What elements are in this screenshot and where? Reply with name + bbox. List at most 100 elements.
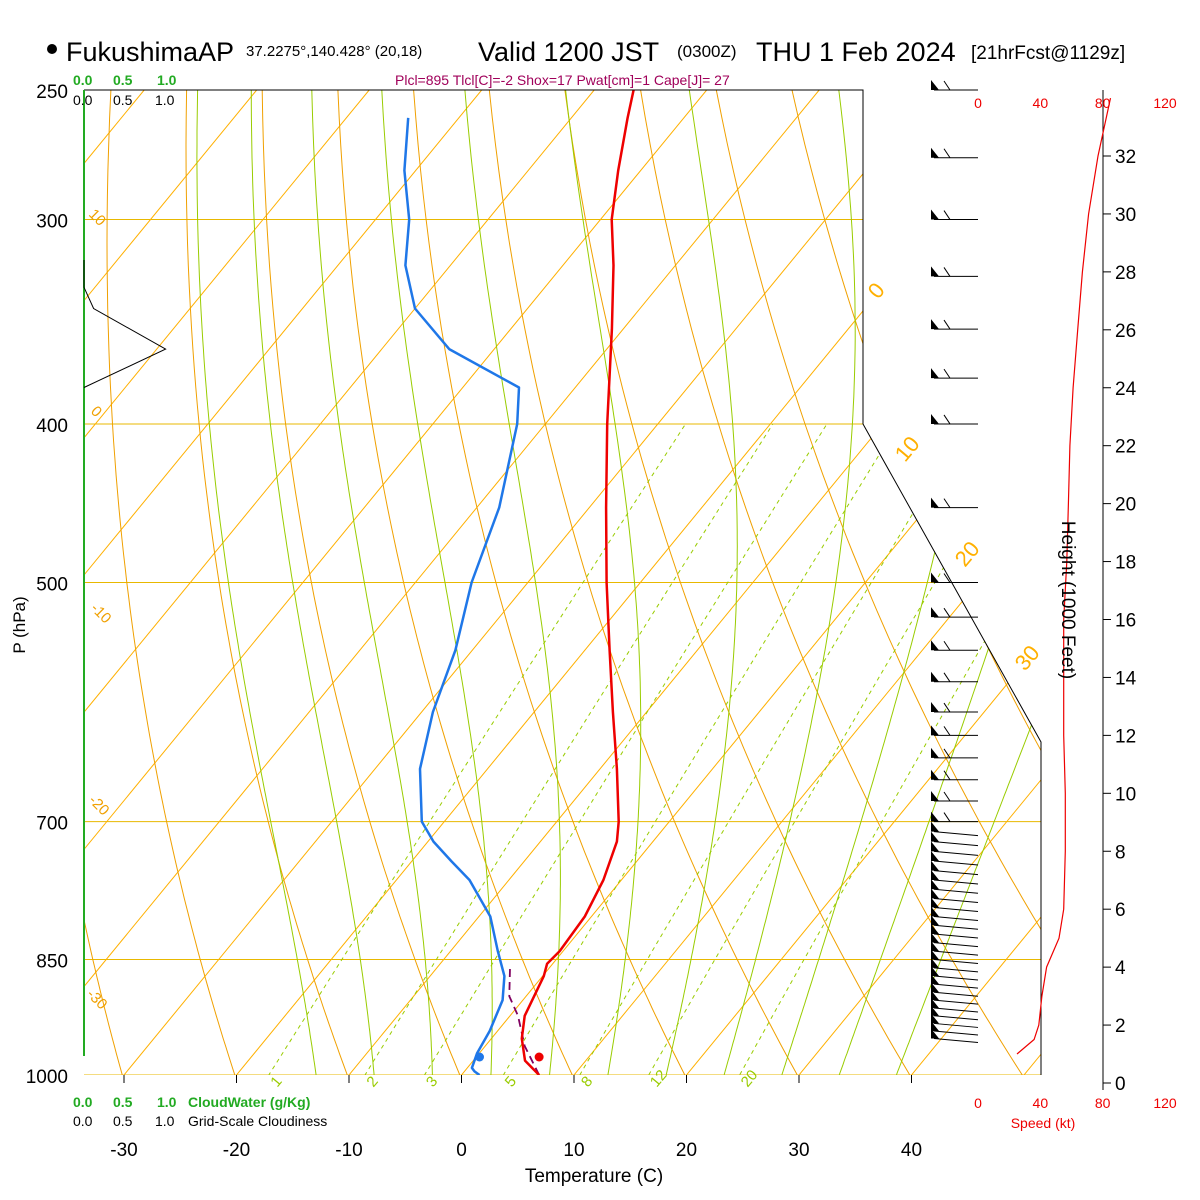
cloudwater-scale-top-1: 0.5 bbox=[113, 72, 133, 88]
wind-barb-staff bbox=[933, 1007, 979, 1013]
wind-barb-flag bbox=[931, 990, 939, 1001]
wind-barb-flag bbox=[931, 941, 939, 952]
wind-barb-feather bbox=[943, 791, 951, 802]
mixing-ratio-line bbox=[719, 423, 1041, 1075]
mixing-ratio-label: 2 bbox=[363, 1073, 381, 1090]
temperature-tick-label: 30 bbox=[788, 1140, 809, 1161]
wind-barb-feather bbox=[943, 640, 951, 651]
wind-barb bbox=[931, 982, 979, 997]
wind-barb bbox=[931, 790, 978, 802]
surface-temperature-dot bbox=[534, 1052, 544, 1062]
isotherm-line bbox=[84, 90, 595, 1075]
wind-barb-feather bbox=[943, 267, 951, 277]
wind-barb bbox=[931, 702, 978, 713]
wind-barb bbox=[931, 879, 979, 894]
wind-barb-staff bbox=[933, 915, 979, 921]
wind-barb-flag bbox=[931, 860, 939, 871]
mixing-ratio-line bbox=[628, 423, 1030, 1075]
wind-barb bbox=[931, 997, 979, 1013]
dry-adiabat-line bbox=[337, 90, 590, 1075]
utc-time: (0300Z) bbox=[677, 42, 737, 61]
speed-tick-bottom: 120 bbox=[1153, 1095, 1177, 1111]
wind-barb-staff bbox=[933, 983, 979, 989]
isotherm-edge-label: 30 bbox=[1010, 640, 1045, 675]
wind-barb bbox=[931, 1021, 979, 1036]
wind-barb bbox=[931, 957, 979, 973]
wind-barb bbox=[931, 906, 979, 921]
speed-tick-top: 0 bbox=[974, 95, 982, 111]
isotherm-line bbox=[320, 90, 1041, 1075]
wind-barb bbox=[931, 1028, 979, 1044]
wind-barb-flag bbox=[931, 266, 939, 277]
pressure-tick-label-300: 300 bbox=[36, 212, 68, 233]
wind-barb-staff bbox=[933, 879, 979, 885]
wind-barb bbox=[931, 821, 979, 837]
wind-barb-flag bbox=[931, 1021, 939, 1032]
wind-barb-flag bbox=[931, 811, 939, 822]
isotherm-line bbox=[84, 90, 483, 1075]
height-tick-label: 2 bbox=[1115, 1016, 1126, 1037]
wind-barb-flag bbox=[931, 1028, 939, 1039]
wind-barb bbox=[931, 841, 979, 856]
wind-barb-staff bbox=[933, 959, 979, 965]
isotherm-line bbox=[207, 90, 1041, 1075]
wind-barb-flag bbox=[931, 725, 939, 736]
isotherm-line bbox=[657, 90, 1041, 1075]
wind-barb-staff bbox=[933, 1022, 979, 1028]
wind-barb bbox=[931, 769, 978, 781]
wind-barb-flag bbox=[931, 915, 939, 926]
wind-barb-flag bbox=[931, 932, 939, 943]
wind-barbs bbox=[931, 80, 979, 1044]
isotherm-line bbox=[84, 90, 370, 1075]
wind-barb-flag bbox=[931, 906, 939, 917]
wind-barb bbox=[931, 915, 979, 930]
isotherm-line bbox=[95, 90, 933, 1075]
forecast-info: [21hrFcst@1129z] bbox=[971, 43, 1125, 64]
wind-barb-flag bbox=[931, 851, 939, 862]
dry-adiabat-edge-label: -30 bbox=[83, 986, 110, 1013]
wind-barb-feather bbox=[943, 80, 951, 91]
wind-barb-feather bbox=[943, 148, 951, 158]
dry-adiabat-line bbox=[1095, 90, 1200, 1110]
temperature-tick-label: -20 bbox=[223, 1140, 250, 1161]
dry-adiabat-line bbox=[564, 90, 932, 1075]
wind-barb-feather bbox=[943, 498, 951, 508]
temperature-tick-label: 20 bbox=[676, 1140, 697, 1161]
wind-barb-flag bbox=[931, 769, 939, 780]
wind-barb-flag bbox=[931, 1005, 939, 1016]
wind-barb-flag bbox=[931, 966, 939, 977]
wind-barb-feather bbox=[943, 672, 951, 683]
moist-adiabat-line bbox=[713, 90, 856, 1075]
wind-barb-feather bbox=[943, 607, 951, 618]
wind-barb bbox=[931, 897, 979, 913]
wind-barb-flag bbox=[931, 209, 939, 220]
wind-barb bbox=[931, 368, 978, 379]
moist-adiabat-line bbox=[565, 90, 642, 1075]
temperature-tick-label: -30 bbox=[110, 1140, 137, 1161]
height-tick-label: 26 bbox=[1115, 321, 1136, 342]
wind-barb-staff bbox=[933, 991, 979, 997]
moist-adiabat-line bbox=[464, 90, 561, 1075]
wind-barb bbox=[931, 949, 979, 965]
wind-barb bbox=[931, 860, 979, 876]
wind-barb-flag bbox=[931, 640, 939, 651]
wind-barb-flag bbox=[931, 870, 939, 881]
isotherm-line bbox=[432, 90, 1041, 1075]
height-tick-label: 18 bbox=[1115, 553, 1136, 574]
moist-adiabat-line bbox=[381, 90, 493, 1075]
isotherm-line bbox=[84, 90, 708, 1075]
height-tick-label: 10 bbox=[1115, 784, 1136, 805]
wind-barb-flag bbox=[931, 841, 939, 852]
isotherm-line bbox=[84, 90, 258, 1075]
wind-barb-feather bbox=[943, 368, 951, 379]
wind-barb bbox=[931, 147, 978, 159]
cloudwater-scale-bottom-2: 1.0 bbox=[157, 1094, 177, 1110]
wind-barb-staff bbox=[933, 942, 979, 948]
wind-barb-feather bbox=[943, 726, 951, 736]
wind-barb-flag bbox=[931, 897, 939, 908]
mixing-ratio-label: 3 bbox=[423, 1073, 441, 1090]
wind-barb-staff bbox=[933, 1030, 979, 1036]
mixing-ratio-line bbox=[343, 423, 774, 1075]
wind-barb-flag bbox=[931, 982, 939, 993]
dry-adiabat-line bbox=[106, 90, 247, 1075]
